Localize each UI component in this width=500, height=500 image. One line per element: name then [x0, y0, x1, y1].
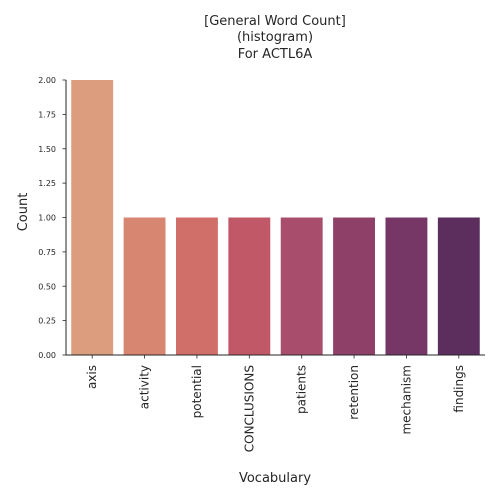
x-tick-label-potential: potential	[190, 365, 204, 418]
y-tick-label: 0.00	[38, 351, 56, 360]
chart-title-line-1: [General Word Count]	[204, 14, 346, 29]
x-tick-label-activity: activity	[138, 365, 152, 409]
x-tick-label-mechanism: mechanism	[399, 365, 413, 435]
chart-title: [General Word Count] (histogram) For ACT…	[204, 14, 346, 62]
y-tick-label: 0.50	[38, 282, 56, 291]
chart-title-line-3: For ACTL6A	[238, 47, 313, 62]
y-axis: 0.00 0.25 0.50 0.75 1.00 1.25 1.50 1.75 2.00	[38, 76, 67, 360]
x-tick-label-retention: retention	[347, 365, 361, 420]
x-tick-label-patients: patients	[295, 365, 309, 414]
bars	[71, 80, 480, 355]
y-tick-label: 1.75	[38, 110, 56, 119]
bar-conclusions	[228, 217, 271, 355]
bar-patients	[280, 217, 323, 355]
y-tick-label: 2.00	[38, 76, 56, 85]
y-tick-label: 0.25	[38, 317, 56, 326]
bar-axis	[71, 80, 114, 355]
bar-findings	[437, 217, 480, 355]
bar-potential	[175, 217, 218, 355]
y-tick-label: 1.50	[38, 145, 56, 154]
y-tick-label: 1.00	[38, 214, 56, 223]
bar-mechanism	[385, 217, 428, 355]
bar-activity	[123, 217, 166, 355]
y-axis-label: Count	[16, 193, 31, 232]
y-tick-label: 1.25	[38, 179, 56, 188]
x-tick-label-axis: axis	[85, 365, 99, 389]
x-tick-label-findings: findings	[452, 365, 466, 413]
x-axis: axis activity potential CONCLUSIONS patients…	[66, 354, 485, 452]
x-axis-label: Vocabulary	[239, 471, 311, 486]
x-tick-label-conclusions: CONCLUSIONS	[242, 365, 256, 452]
y-tick-label: 0.75	[38, 248, 56, 257]
chart-title-line-2: (histogram)	[237, 30, 313, 45]
bar-retention	[333, 217, 376, 355]
